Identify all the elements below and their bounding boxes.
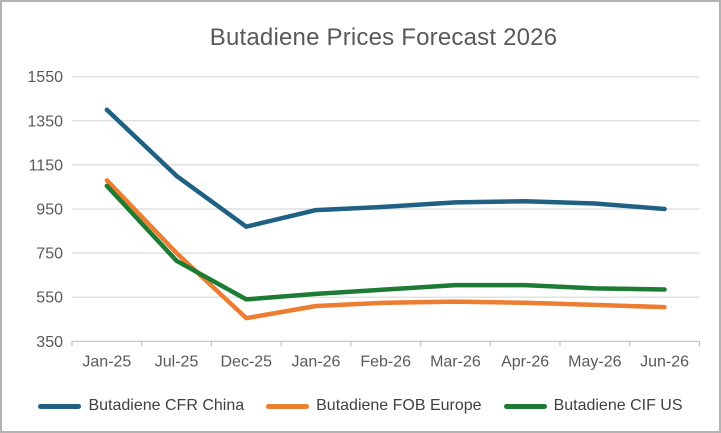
legend-swatch-cfr-china [38,403,82,409]
series-line-butadiene-cif-us [104,183,667,302]
x-axis-label: Dec-25 [220,353,272,370]
x-axis-label: Jan-25 [82,353,131,370]
y-axis-label: 550 [36,290,63,307]
legend-swatch-fob-europe [266,403,310,409]
x-axis-label: Mar-26 [430,353,481,370]
legend-label-cfr-china: Butadiene CFR China [88,397,245,414]
y-axis-label: 1150 [29,157,64,174]
legend-item-cfr-china: Butadiene CFR China [38,397,244,415]
chart-legend: Butadiene CFR China Butadiene FOB Europe… [2,392,719,420]
y-axis-label: 950 [36,202,63,219]
legend-label-fob-europe: Butadiene FOB Europe [316,397,482,414]
x-axis-label: Apr-26 [501,353,549,370]
legend-label-cif-us: Butadiene CIF US [553,397,683,414]
x-axis-label: Jan-26 [292,353,341,370]
legend-item-cif-us: Butadiene CIF US [503,397,683,415]
y-axis-label: 750 [36,246,63,263]
x-axis-label: May-26 [568,353,621,370]
series-line-butadiene-cfr-china [104,107,667,229]
legend-item-fob-europe: Butadiene FOB Europe [266,397,482,415]
chart-title: Butadiene Prices Forecast 2026 [209,24,558,51]
y-axis-label: 1350 [27,113,63,130]
y-axis-label: 350 [36,334,63,351]
legend-swatch-cif-us [503,403,547,409]
x-axis-label: Jun-26 [640,353,689,370]
x-axis-label: Feb-26 [360,353,411,370]
x-axis-label: Jul-25 [155,353,199,370]
y-axis-label: 1550 [27,69,63,86]
